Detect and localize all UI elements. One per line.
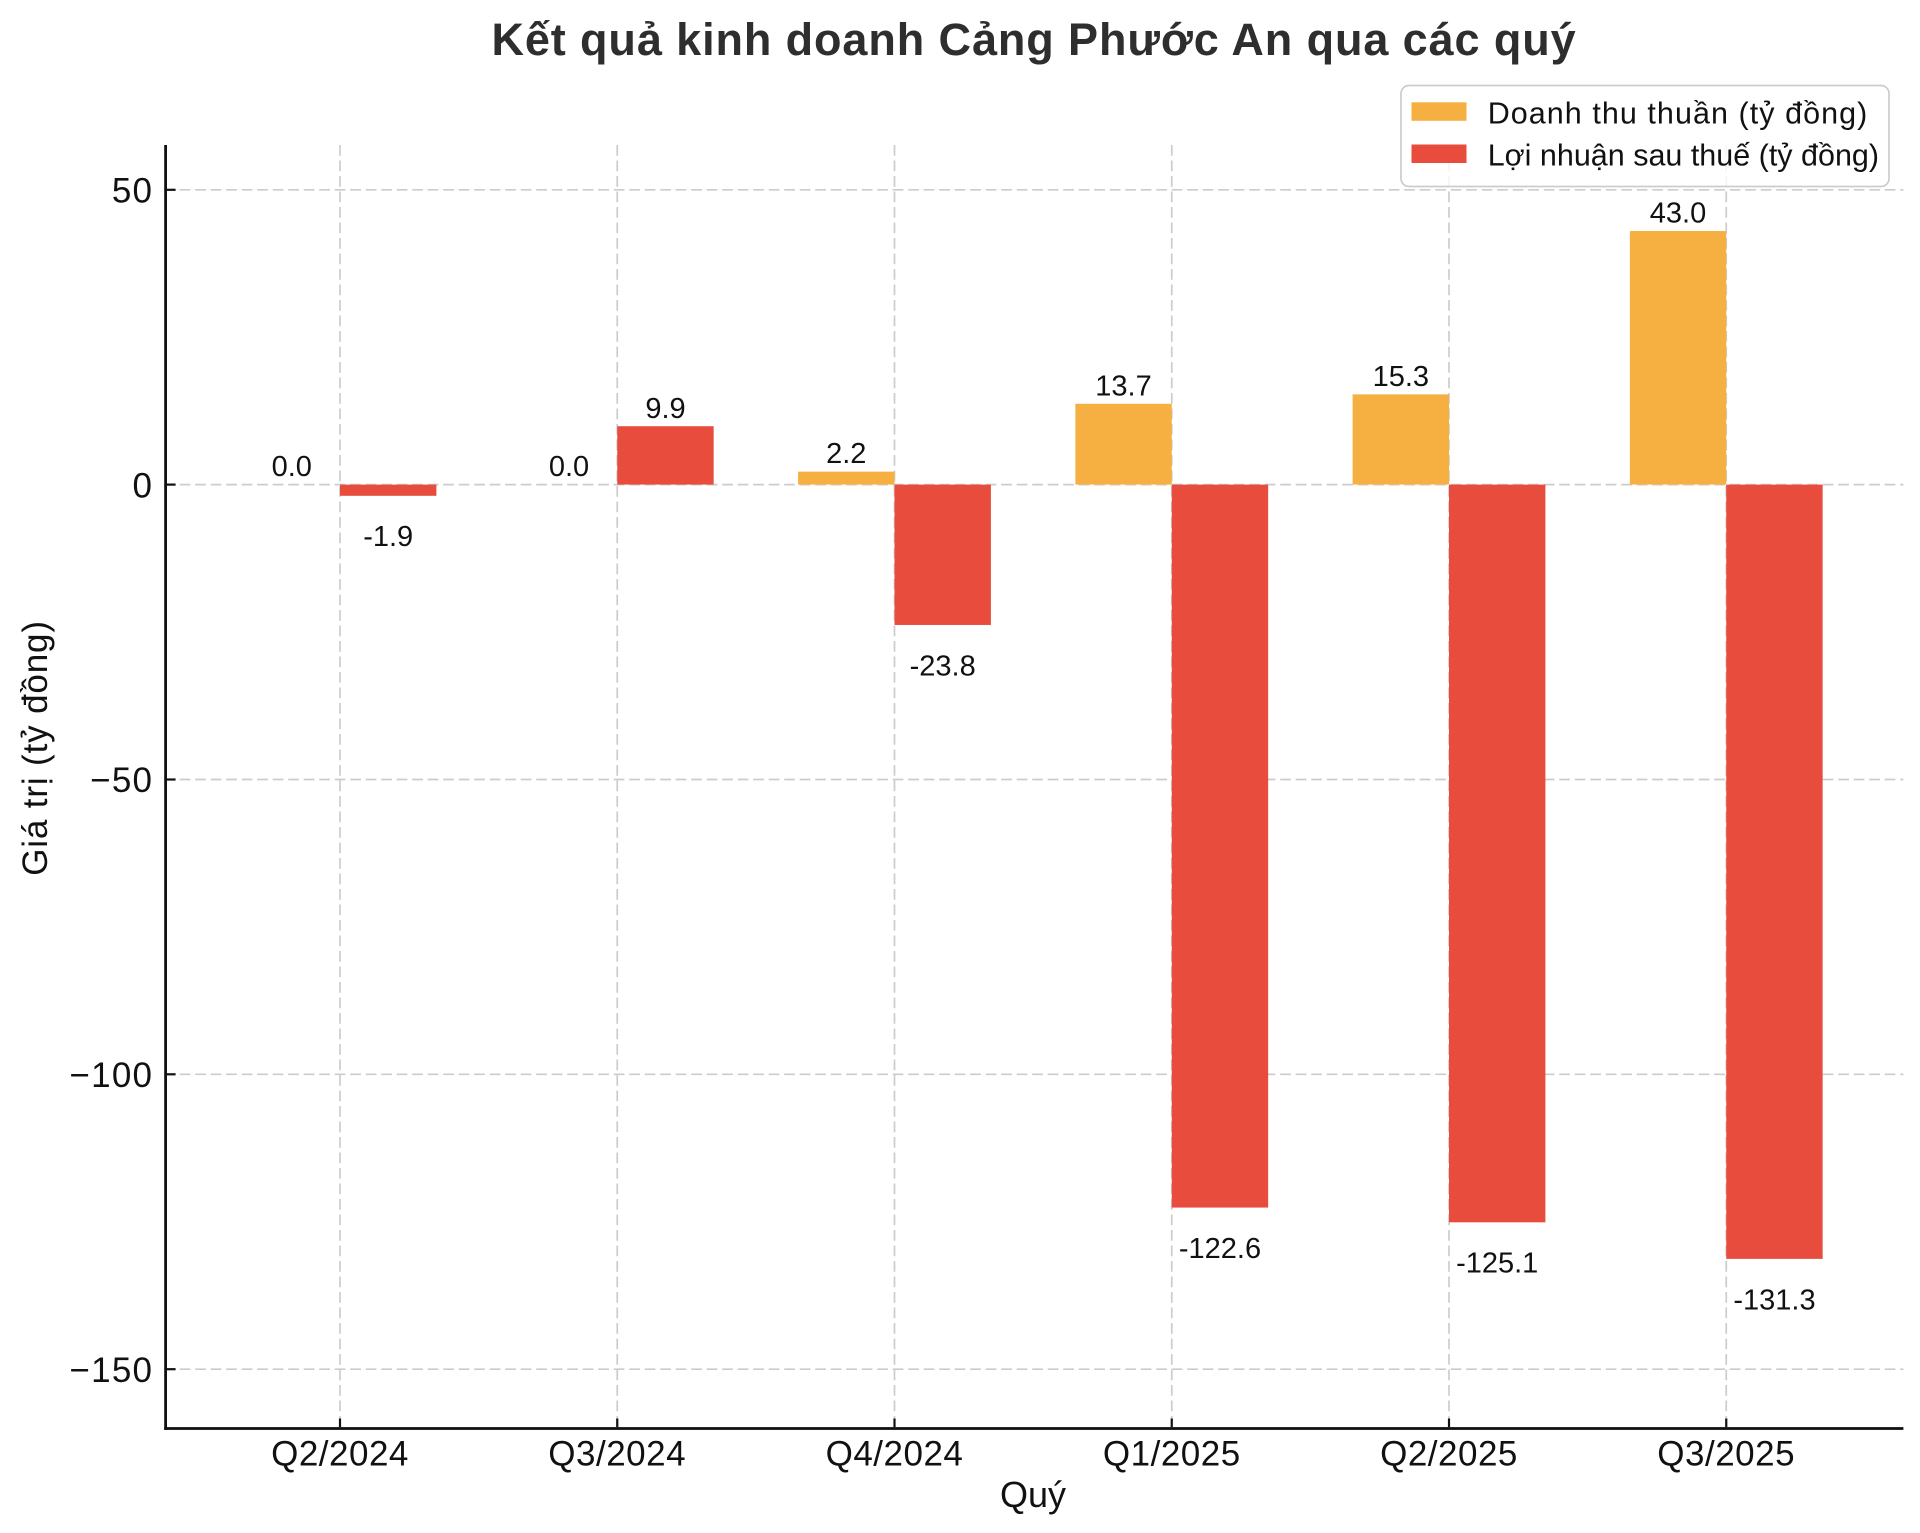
svg-text:Q2/2025: Q2/2025 xyxy=(1380,1434,1518,1473)
svg-text:0.0: 0.0 xyxy=(272,451,312,483)
svg-text:Q1/2025: Q1/2025 xyxy=(1103,1434,1241,1473)
svg-text:Lợi nhuận sau thuế (tỷ đồng): Lợi nhuận sau thuế (tỷ đồng) xyxy=(1488,139,1879,173)
svg-text:Quý: Quý xyxy=(1000,1474,1066,1515)
svg-text:Q3/2024: Q3/2024 xyxy=(548,1434,686,1473)
svg-text:Kết quả kinh doanh Cảng Phước: Kết quả kinh doanh Cảng Phước An qua các… xyxy=(491,14,1576,65)
svg-text:50: 50 xyxy=(112,171,153,210)
svg-text:Giá trị (tỷ đồng): Giá trị (tỷ đồng) xyxy=(16,620,55,876)
svg-text:43.0: 43.0 xyxy=(1650,198,1706,230)
svg-text:−150: −150 xyxy=(70,1351,154,1390)
svg-text:−100: −100 xyxy=(70,1056,154,1095)
svg-text:13.7: 13.7 xyxy=(1095,370,1151,402)
svg-text:Q2/2024: Q2/2024 xyxy=(271,1434,409,1473)
svg-text:-122.6: -122.6 xyxy=(1179,1233,1261,1265)
svg-text:Q3/2025: Q3/2025 xyxy=(1657,1434,1795,1473)
svg-text:-125.1: -125.1 xyxy=(1456,1248,1538,1280)
svg-text:0: 0 xyxy=(133,466,154,505)
svg-text:9.9: 9.9 xyxy=(645,393,685,425)
svg-text:Doanh thu thuần (tỷ đồng): Doanh thu thuần (tỷ đồng) xyxy=(1488,96,1869,130)
svg-text:-131.3: -131.3 xyxy=(1733,1284,1815,1316)
svg-text:0.0: 0.0 xyxy=(549,451,589,483)
svg-text:2.2: 2.2 xyxy=(826,438,866,470)
svg-text:-1.9: -1.9 xyxy=(363,521,413,553)
svg-text:15.3: 15.3 xyxy=(1373,361,1429,393)
svg-text:Q4/2024: Q4/2024 xyxy=(826,1434,964,1473)
svg-text:−50: −50 xyxy=(90,761,153,800)
svg-text:-23.8: -23.8 xyxy=(910,650,976,682)
